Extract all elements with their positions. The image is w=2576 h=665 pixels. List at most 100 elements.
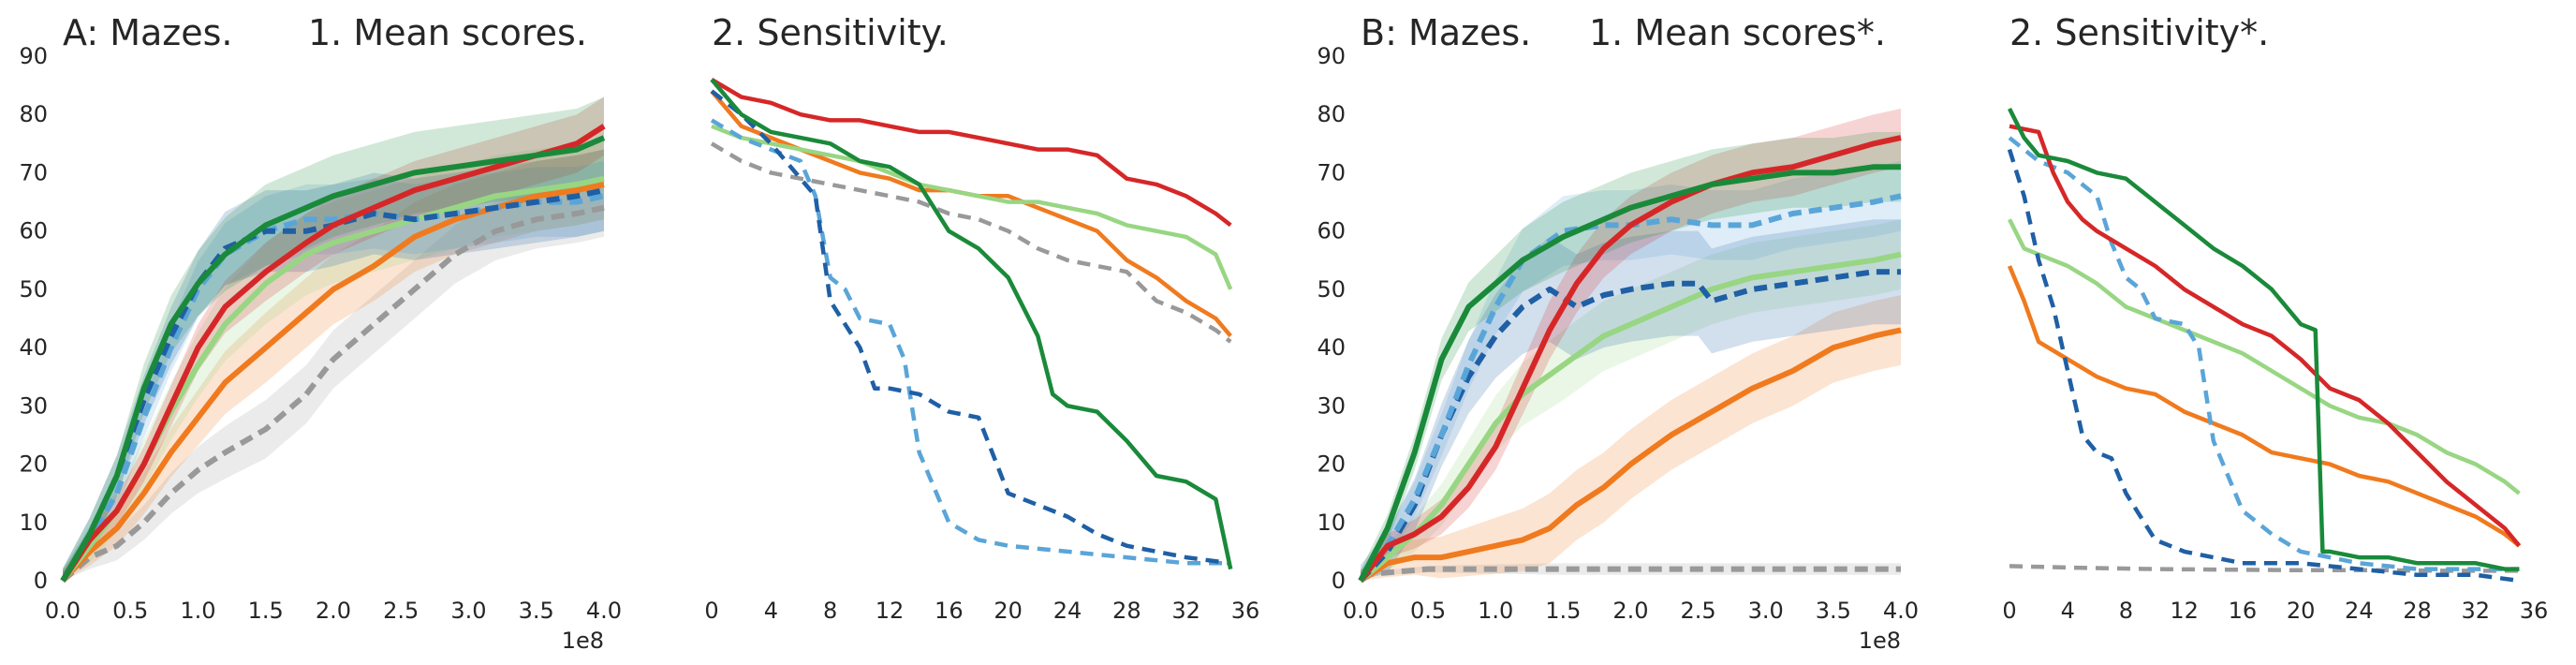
x-tick-label: 16 (935, 598, 964, 624)
chart-panel-a1: A: Mazes. 1. Mean scores. 0 10 20 30 40 50 60 70 8… (19, 12, 622, 654)
y-tick-label: 10 (1317, 510, 1346, 536)
y-tick-label: 30 (1317, 392, 1346, 419)
y-tick-label: 70 (19, 159, 48, 185)
series-line-light_green (1359, 251, 1902, 584)
x-tick-label: 0 (2002, 598, 2016, 624)
chart-title: 2. Sensitivity*. (2009, 12, 2269, 53)
series-band-orange (1361, 295, 1901, 581)
panel-label: A: Mazes. (63, 12, 232, 53)
chart-title: 2. Sensitivity. (712, 12, 949, 53)
x-tick-label: 24 (2345, 598, 2374, 624)
x-axis-offset-label: 1e8 (562, 628, 604, 654)
x-tick-label: 2.5 (383, 598, 419, 624)
y-tick-label: 50 (19, 276, 48, 303)
series-line-dark_blue (2007, 148, 2520, 584)
y-tick-label: 20 (19, 451, 48, 478)
series-line-light_green (2007, 218, 2521, 495)
series-line-red (710, 77, 1232, 228)
chart-panel-b1: B: Mazes. 1. Mean scores*. 0 10 20 30 40 50 60 70… (1317, 12, 1919, 654)
x-tick-label: 0.0 (1343, 598, 1378, 624)
x-tick-label: 12 (2170, 598, 2199, 624)
series-line-light_blue (710, 118, 1231, 566)
x-tick-label: 1.5 (1545, 598, 1581, 624)
x-tick-label: 4 (2061, 598, 2075, 624)
series-line-orange (2007, 265, 2521, 548)
y-tick-label: 80 (1317, 101, 1346, 127)
x-tick-label: 32 (2462, 598, 2491, 624)
series-band-gray (63, 178, 604, 581)
series-line-dark_blue (710, 89, 1231, 566)
x-tick-label: 2.0 (1612, 598, 1648, 624)
x-tick-label: 1.0 (180, 598, 215, 624)
x-tick-label: 2.0 (316, 598, 351, 624)
y-tick-label: 90 (1317, 43, 1346, 69)
y-tick-label: 70 (1317, 159, 1346, 185)
x-tick-label: 8 (2119, 598, 2133, 624)
series-line-gray (1360, 566, 1901, 578)
series-line-gray (710, 141, 1232, 344)
series-line-green (1358, 164, 1901, 583)
x-tick-label: 32 (1171, 598, 1200, 624)
y-tick-label: 10 (19, 510, 48, 536)
series-band-red (1361, 109, 1901, 581)
series-line-orange (1359, 327, 1902, 584)
y-tick-label: 20 (1317, 451, 1346, 478)
series-line-green (60, 135, 606, 583)
y-tick-label: 90 (19, 43, 48, 69)
series-line-light_green (711, 124, 1233, 290)
y-tick-label: 40 (1317, 334, 1346, 361)
series-line-green (710, 78, 1233, 570)
x-tick-label: 20 (994, 598, 1023, 624)
x-tick-label: 16 (2229, 598, 2258, 624)
x-tick-label: 24 (1053, 598, 1082, 624)
x-tick-label: 4.0 (586, 598, 622, 624)
panel-label: B: Mazes. (1361, 12, 1531, 53)
x-tick-label: 3.5 (1816, 598, 1851, 624)
chart-panel-b2: 2. Sensitivity*. 0 4 8 12 16 20 24 28 32 36 (2002, 12, 2548, 624)
series-band-dark_blue (1361, 219, 1901, 581)
series-line-gray (2009, 564, 2520, 573)
x-tick-label: 3.0 (1748, 598, 1784, 624)
x-tick-label: 4 (764, 598, 778, 624)
x-tick-label: 2.5 (1681, 598, 1716, 624)
series-line-light_blue (2008, 136, 2520, 571)
x-tick-label: 1.5 (248, 598, 284, 624)
series-band-red (63, 96, 604, 582)
series-band-light_green (1361, 219, 1901, 581)
y-tick-label: 50 (1317, 276, 1346, 303)
x-tick-label: 8 (823, 598, 837, 624)
series-line-green (2007, 107, 2520, 571)
chart-title: 1. Mean scores. (308, 12, 587, 53)
chart-panel-a2: 2. Sensitivity. 0 4 8 12 16 20 24 28 32 36 (704, 12, 1259, 624)
x-tick-label: 36 (1231, 598, 1260, 624)
x-tick-label: 12 (876, 598, 905, 624)
series-line-red (2009, 124, 2522, 548)
y-tick-label: 30 (19, 392, 48, 419)
y-tick-label: 80 (19, 101, 48, 127)
series-band-light_blue (63, 161, 604, 581)
x-axis-offset-label: 1e8 (1859, 628, 1901, 654)
chart-title: 1. Mean scores*. (1589, 12, 1886, 53)
x-tick-label: 0.0 (45, 598, 81, 624)
y-tick-label: 0 (34, 568, 48, 594)
series-line-light_blue (1358, 193, 1902, 583)
x-tick-label: 3.5 (519, 598, 554, 624)
series-band-green (1361, 131, 1901, 581)
series-line-red (1358, 135, 1902, 583)
x-tick-label: 0.5 (112, 598, 148, 624)
x-tick-label: 28 (2403, 598, 2432, 624)
x-tick-label: 4.0 (1883, 598, 1919, 624)
x-tick-label: 0 (704, 598, 718, 624)
x-tick-label: 0.5 (1410, 598, 1446, 624)
series-line-red (60, 124, 606, 583)
x-tick-label: 3.0 (450, 598, 486, 624)
x-tick-label: 1.0 (1478, 598, 1513, 624)
series-line-gray (61, 204, 605, 584)
y-tick-label: 0 (1332, 568, 1346, 594)
y-tick-label: 60 (1317, 218, 1346, 244)
y-tick-label: 60 (19, 218, 48, 244)
series-band-dark_blue (63, 149, 604, 582)
x-tick-label: 36 (2520, 598, 2549, 624)
x-tick-label: 28 (1112, 598, 1141, 624)
